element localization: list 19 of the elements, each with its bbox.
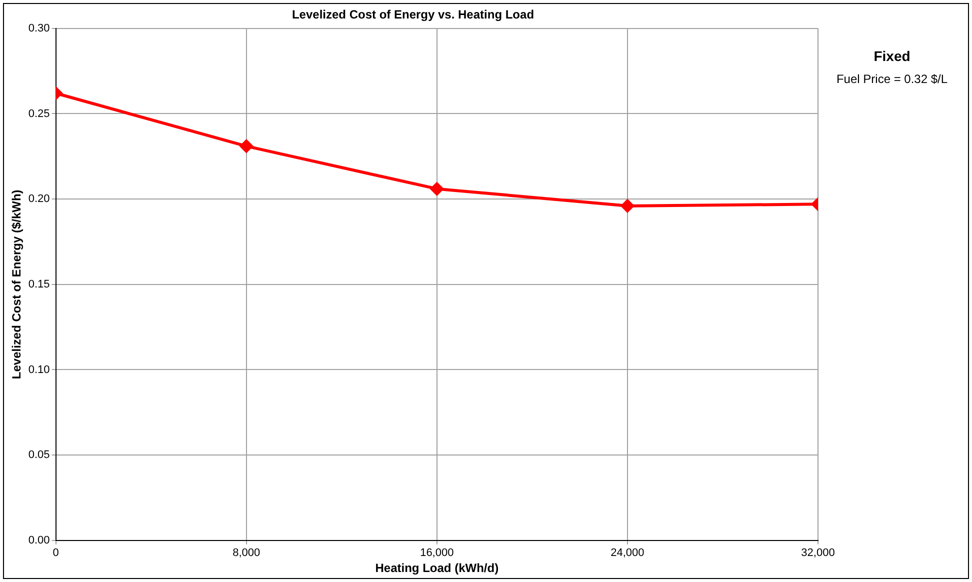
x-tick-label: 24,000 [610,547,644,560]
x-tick-label: 8,000 [232,547,260,560]
x-tick-label: 32,000 [801,547,835,560]
x-tick-label: 16,000 [420,547,454,560]
y-tick-label: 0.20 [28,193,50,206]
x-tick-label: 0 [52,547,59,560]
y-axis-title: Levelized Cost of Energy ($/kWh) [10,190,24,380]
text: Fuel Price = 0.32 $/L [836,72,948,86]
y-tick-label: 0.30 [28,22,50,34]
y-tick-label: 0.25 [28,108,50,120]
y-tick-label: 0.15 [28,278,50,290]
point [430,182,444,196]
x-axis-title: Heating Load (kWh/d) [375,561,499,576]
point [620,199,634,212]
text: Fixed [874,48,910,64]
y-tick-label: 0.00 [28,534,50,546]
y-tick-label: 0.10 [28,364,50,376]
y-tick-label: 0.05 [28,449,50,462]
chart-title: Levelized Cost of Energy vs. Heating Load [292,8,534,22]
